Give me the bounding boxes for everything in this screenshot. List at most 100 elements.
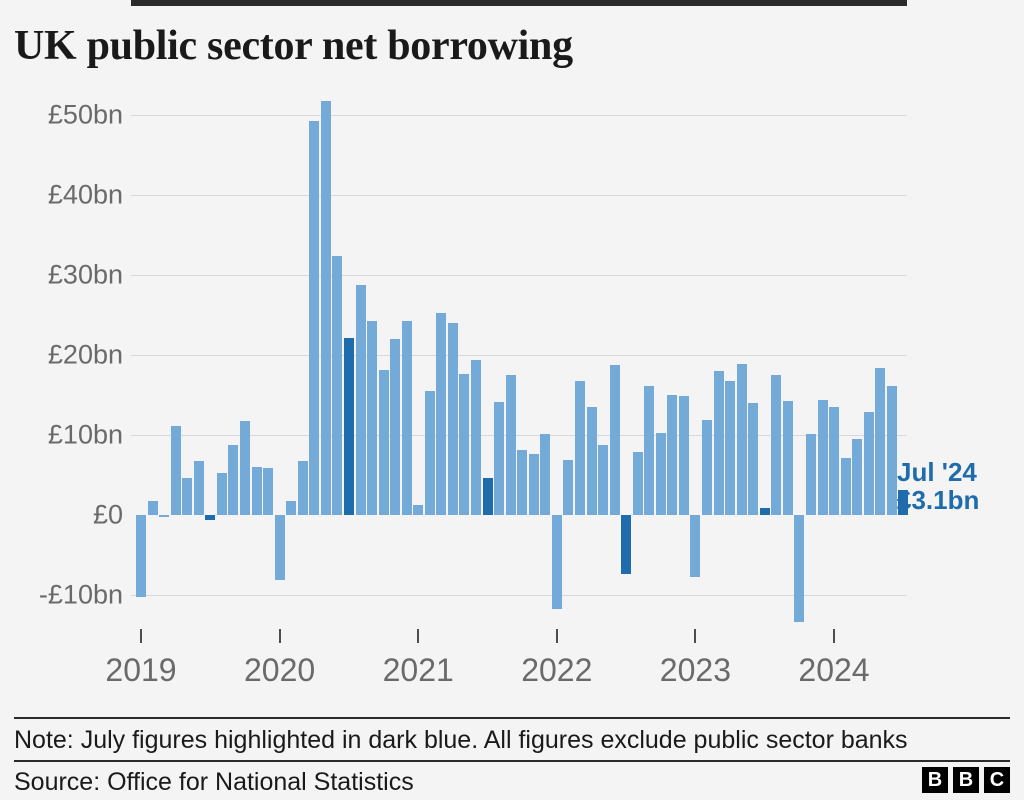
bar: [286, 500, 297, 515]
page-title: UK public sector net borrowing: [14, 23, 573, 69]
bar: [748, 403, 759, 515]
bar: [251, 467, 262, 515]
bar: [551, 515, 562, 610]
bar: [886, 386, 897, 515]
bar: [644, 386, 655, 515]
bar: [355, 285, 366, 515]
latest-value-callout: Jul '24 £3.1bn: [897, 457, 980, 515]
bar: [863, 411, 874, 515]
bbc-logo-letter-1: B: [922, 767, 948, 793]
y-axis-tick-label: £50bn: [47, 99, 123, 130]
y-axis-tick-label: £30bn: [47, 259, 123, 290]
bar: [840, 458, 851, 515]
bar: [447, 323, 458, 515]
bar: [459, 374, 470, 515]
y-axis-tick-label: £0: [92, 499, 123, 530]
gridline: [131, 355, 907, 356]
gridline: [131, 435, 907, 436]
bar: [782, 401, 793, 515]
gridline: [131, 275, 907, 276]
bar: [494, 402, 505, 515]
chart-note: Note: July figures highlighted in dark b…: [14, 726, 908, 754]
bar: [875, 367, 886, 515]
bar: [367, 320, 377, 515]
x-axis-tick: [833, 629, 835, 643]
bar: [239, 421, 250, 515]
bar: [147, 501, 158, 515]
x-axis-tick-label: 2023: [659, 652, 731, 688]
bar-july: [205, 515, 216, 520]
bar: [725, 380, 736, 515]
y-axis-tick-label: £40bn: [47, 179, 123, 210]
bar: [690, 515, 701, 577]
bar: [193, 460, 204, 515]
bar: [263, 467, 274, 515]
zero-axis-line: [131, 0, 907, 6]
y-axis-tick-label: -£10bn: [38, 579, 123, 610]
x-axis-tick: [694, 629, 697, 643]
x-axis-tick-label: 2022: [521, 652, 593, 688]
bar: [378, 370, 389, 515]
bbc-logo: B B C: [922, 767, 1010, 793]
bar: [320, 100, 331, 515]
bar: [182, 478, 193, 515]
bar: [136, 515, 146, 598]
bar: [528, 454, 539, 515]
x-axis-tick: [278, 629, 281, 643]
x-axis-tick-label: 2019: [105, 652, 177, 688]
bar: [852, 439, 863, 515]
bar: [436, 312, 447, 515]
y-axis-tick-label: £20bn: [47, 339, 123, 370]
gridline: [131, 115, 907, 116]
bar: [216, 472, 227, 515]
x-axis-tick-label: 2020: [244, 652, 316, 688]
bar: [228, 444, 239, 515]
bar: [540, 434, 551, 515]
bar: [471, 359, 481, 515]
bar: [309, 121, 320, 515]
x-axis-tick: [417, 629, 420, 643]
gridline: [131, 595, 907, 596]
bar: [332, 255, 343, 515]
chart-source: Source: Office for National Statistics: [14, 768, 414, 796]
bar: [702, 419, 712, 515]
bbc-logo-letter-2: B: [953, 767, 979, 793]
x-axis-tick-label: 2021: [382, 652, 454, 688]
bar: [505, 375, 516, 515]
bar: [413, 505, 424, 515]
bar: [598, 444, 608, 515]
bar-series: [136, 100, 909, 623]
bar: [390, 339, 401, 515]
x-axis-tick-label: 2024: [798, 652, 870, 688]
bar: [563, 459, 574, 515]
bar: [159, 515, 170, 517]
bar-july: [343, 338, 354, 515]
bar: [678, 395, 689, 515]
x-axis-tick: [555, 629, 558, 643]
bar-july: [759, 507, 770, 515]
bar-july: [621, 515, 632, 575]
bar: [829, 407, 839, 515]
bar-july: [898, 490, 909, 515]
bar: [424, 391, 435, 515]
bar: [401, 320, 412, 515]
bar: [609, 364, 620, 515]
bar: [667, 395, 678, 515]
callout-period: Jul '24: [897, 457, 977, 487]
bar: [586, 407, 597, 515]
bbc-logo-letter-3: C: [984, 767, 1010, 793]
chart-plot-area: £50bn £40bn £30bn £20bn £10bn £0 -£10bn 2019 20…: [38, 0, 980, 688]
bar: [817, 399, 828, 515]
bar: [771, 375, 782, 515]
bar: [574, 381, 585, 515]
bar: [794, 515, 805, 623]
bar: [805, 434, 816, 515]
gridline: [131, 195, 907, 196]
source-divider: [14, 760, 1010, 762]
callout-value: £3.1bn: [897, 484, 980, 515]
bar: [517, 450, 528, 515]
bar: [736, 363, 747, 515]
bar: [274, 515, 285, 580]
bar: [655, 433, 666, 515]
y-axis-tick-label: £10bn: [47, 419, 123, 450]
